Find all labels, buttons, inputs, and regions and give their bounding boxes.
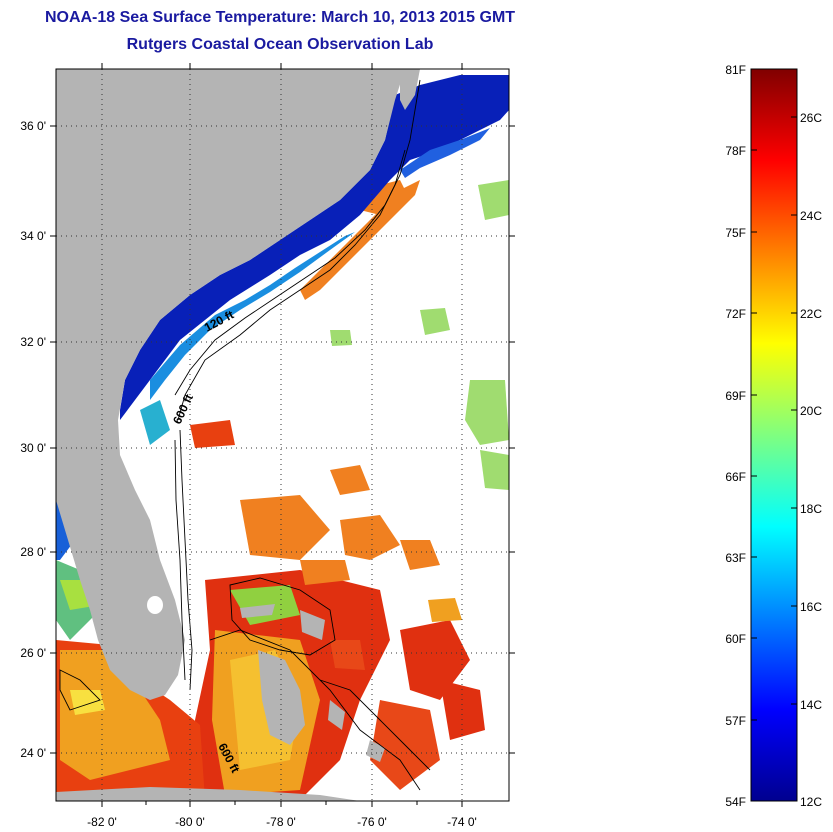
isobath-contours — [59, 79, 431, 791]
colorbar-f-label: 54F — [725, 795, 746, 809]
lat-tick-label: 24 0' — [20, 746, 46, 760]
colorbar-f-label: 75F — [725, 226, 746, 240]
lat-tick-label: 28 0' — [20, 545, 46, 559]
lon-tick-label: -74 0' — [447, 815, 477, 829]
sst-green-patches — [330, 180, 509, 490]
lon-tick-label: -82 0' — [87, 815, 117, 829]
colorbar-f-label: 66F — [725, 470, 746, 484]
lat-tick-label: 26 0' — [20, 646, 46, 660]
colorbar-c-label: 16C — [800, 600, 822, 614]
colorbar-f-label: 78F — [725, 144, 746, 158]
lon-tick-label: -76 0' — [357, 815, 387, 829]
colorbar-gradient — [750, 68, 798, 802]
lon-tick-label: -80 0' — [175, 815, 205, 829]
lat-tick-label: 30 0' — [20, 441, 46, 455]
colorbar-f-label: 69F — [725, 389, 746, 403]
colorbar-c-label: 18C — [800, 502, 822, 516]
lake-okeechobee — [147, 596, 163, 614]
lat-tick-label: 34 0' — [20, 229, 46, 243]
map-title: NOAA-18 Sea Surface Temperature: March 1… — [44, 9, 516, 26]
colorbar-c-label: 12C — [800, 795, 822, 809]
lat-tick-label: 36 0' — [20, 119, 46, 133]
lat-tick-label: 32 0' — [20, 335, 46, 349]
colorbar-f-label: 57F — [725, 714, 746, 728]
colorbar-f-label: 72F — [725, 307, 746, 321]
map-frame — [55, 68, 510, 802]
colorbar-f-label: 60F — [725, 632, 746, 646]
colorbar-f-label: 81F — [725, 63, 746, 77]
colorbar-ticks — [751, 116, 797, 721]
land-area — [56, 69, 420, 801]
map-grid — [56, 69, 509, 801]
colorbar-c-label: 26C — [800, 111, 822, 125]
colorbar-c-label: 24C — [800, 209, 822, 223]
colorbar-c-label: 20C — [800, 404, 822, 418]
lon-tick-label: -78 0' — [266, 815, 296, 829]
colorbar-f-label: 63F — [725, 551, 746, 565]
map-subtitle: Rutgers Coastal Ocean Observation Lab — [126, 36, 434, 53]
sst-mid-patches — [190, 180, 440, 585]
colorbar-c-label: 22C — [800, 307, 822, 321]
colorbar-c-label: 14C — [800, 698, 822, 712]
map-frame-ticks — [50, 63, 515, 807]
